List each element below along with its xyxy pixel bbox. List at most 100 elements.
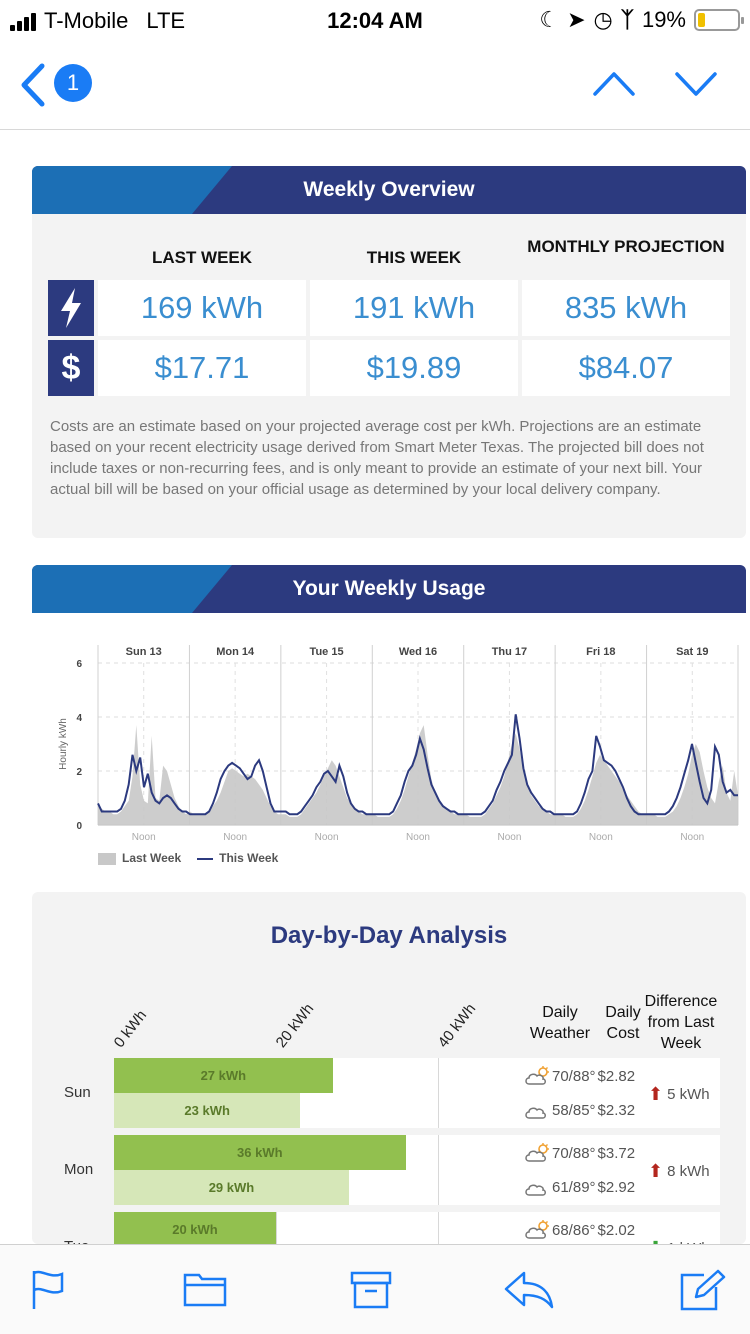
axis-label-0: 0 kWh <box>110 1007 151 1051</box>
carrier-label: T-Mobile <box>44 8 129 33</box>
previous-message-icon[interactable] <box>592 68 636 98</box>
signal-icon <box>10 11 36 31</box>
status-bar: T-Mobile LTE 12:04 AM ☾ ➤ ◷ ᛉ 19% <box>0 0 750 42</box>
arrow-up-icon: ⬆ <box>648 1161 664 1181</box>
series-line-this-week <box>97 714 738 816</box>
axis-label-40: 40 kWh <box>434 1000 480 1051</box>
clock: 12:04 AM <box>327 8 423 33</box>
day-row-mon: 36 kWh 29 kWh 70/88° $3.72 61/89° $2.92 ⬆ 8 kWh <box>114 1135 720 1205</box>
legend-this-week: This Week <box>197 851 278 865</box>
cost-last-week: $17.71 <box>98 340 306 396</box>
series-area-last-week <box>98 725 738 825</box>
alarm-icon: ◷ <box>593 7 613 32</box>
partly-sunny-icon <box>525 1143 549 1162</box>
reply-icon[interactable] <box>502 1269 556 1309</box>
bar-last-week: 23 kWh <box>114 1093 301 1128</box>
difference-cell: ⬆ 5 kWh <box>648 1084 710 1105</box>
back-chevron-icon[interactable] <box>14 60 54 110</box>
location-icon: ➤ <box>567 7 586 32</box>
cost-projection: $84.07 <box>522 340 730 396</box>
noon-label: Noon <box>589 832 613 843</box>
day-label: Tue 15 <box>310 646 344 658</box>
cloud-icon <box>525 1107 546 1119</box>
y-tick-label: 6 <box>76 659 82 670</box>
unread-count-badge[interactable]: 1 <box>54 64 92 102</box>
arrow-down-icon: ⬇ <box>648 1238 663 1244</box>
bar-this-week: 36 kWh <box>114 1135 406 1170</box>
folder-icon[interactable] <box>183 1269 227 1309</box>
kwh-projection: 835 kWh <box>522 280 730 336</box>
archive-icon[interactable] <box>350 1269 392 1311</box>
compose-icon[interactable] <box>678 1269 726 1313</box>
daily-cost: $3.72 <box>597 1144 636 1162</box>
mail-toolbar <box>0 1244 750 1334</box>
estimate-disclaimer: Costs are an estimate based on your proj… <box>50 418 704 498</box>
col-last-week: LAST WEEK <box>151 248 253 267</box>
daily-weather-cost: 61/89° $2.92 <box>524 1177 635 1197</box>
noon-label: Noon <box>497 832 521 843</box>
difference-cell: ⬆ 8 kWh <box>648 1161 710 1182</box>
col-this-week: THIS WEEK <box>366 248 462 267</box>
day-by-day-card: Day-by-Day Analysis 0 kWh 20 kWh 40 kWh … <box>32 892 746 1244</box>
mail-nav-bar: 1 <box>0 42 750 130</box>
kwh-last-week: 169 kWh <box>98 280 306 336</box>
y-tick-label: 4 <box>76 713 82 724</box>
temp-range: 68/86° <box>552 1221 596 1239</box>
daily-cost: $2.02 <box>597 1221 636 1239</box>
noon-label: Noon <box>406 832 430 843</box>
day-row-sun: 27 kWh 23 kWh 70/88° $2.82 58/85° $2.32 ⬆ 5 kWh <box>114 1058 720 1128</box>
weekly-overview-header: Weekly Overview <box>32 166 746 214</box>
day-label: Mon <box>64 1161 94 1178</box>
noon-label: Noon <box>132 832 156 843</box>
arrow-up-icon: ⬆ <box>648 1084 664 1104</box>
noon-label: Noon <box>223 832 247 843</box>
kwh-gridline <box>438 1212 439 1244</box>
battery-percent: 19% <box>641 7 686 32</box>
kwh-gridline <box>438 1058 439 1128</box>
partly-sunny-icon <box>525 1066 549 1085</box>
weekly-usage-title: Your Weekly Usage <box>292 577 486 600</box>
weekly-usage-card: Your Weekly Usage 0 2 4 6 Hourly kWh Sun 13 No… <box>32 565 746 875</box>
bolt-icon <box>48 280 94 336</box>
weekly-usage-header: Your Weekly Usage <box>32 565 746 613</box>
head-daily-cost: Daily Cost <box>605 1004 641 1042</box>
day-label: Sun <box>64 1084 91 1101</box>
temp-range: 58/85° <box>552 1101 596 1119</box>
daily-cost: $2.32 <box>597 1101 636 1119</box>
bar-last-week: 29 kWh <box>114 1170 349 1205</box>
bluetooth-icon: ᛉ <box>620 7 634 32</box>
moon-icon: ☾ <box>539 7 560 32</box>
dollar-icon: $ <box>48 340 94 396</box>
flag-icon[interactable] <box>30 1269 66 1311</box>
kwh-gridline <box>276 1212 277 1244</box>
y-tick-label: 0 <box>76 821 82 832</box>
day-label: Tue <box>64 1238 89 1244</box>
daily-weather-cost: 70/88° $2.82 <box>524 1066 635 1086</box>
network-label: LTE <box>146 8 186 33</box>
bar-this-week: 20 kWh <box>114 1212 276 1244</box>
daily-cost: $2.82 <box>597 1067 636 1085</box>
daily-weather-cost: 70/88° $3.72 <box>524 1143 635 1163</box>
temp-range: 61/89° <box>552 1178 596 1196</box>
partly-sunny-icon <box>525 1220 549 1239</box>
col-monthly-projection: MONTHLY PROJECTION <box>527 237 725 256</box>
bar-this-week: 27 kWh <box>114 1058 333 1093</box>
daily-cost: $2.92 <box>597 1178 636 1196</box>
noon-label: Noon <box>680 832 704 843</box>
weekly-usage-chart: 0 2 4 6 Hourly kWh Sun 13 Noon Mon 14 Noon Tue 15… <box>58 645 739 843</box>
difference-value: 8 kWh <box>667 1163 710 1180</box>
kwh-gridline <box>438 1135 439 1205</box>
next-message-icon[interactable] <box>674 68 718 98</box>
difference-value: 5 kWh <box>667 1086 710 1103</box>
battery-icon <box>694 9 744 31</box>
daily-weather-cost: 68/86° $2.02 <box>524 1220 635 1240</box>
axis-label-20: 20 kWh <box>272 1000 318 1051</box>
y-axis-label: Hourly kWh <box>58 718 69 770</box>
noon-label: Noon <box>315 832 339 843</box>
difference-cell: ⬇ 1 kWh <box>648 1238 710 1244</box>
day-label: Mon 14 <box>216 646 255 658</box>
day-label: Sat 19 <box>676 646 708 658</box>
day-label: Sun 13 <box>126 646 162 658</box>
day-by-day-title: Day-by-Day Analysis <box>270 922 508 949</box>
kwh-this-week: 191 kWh <box>310 280 518 336</box>
